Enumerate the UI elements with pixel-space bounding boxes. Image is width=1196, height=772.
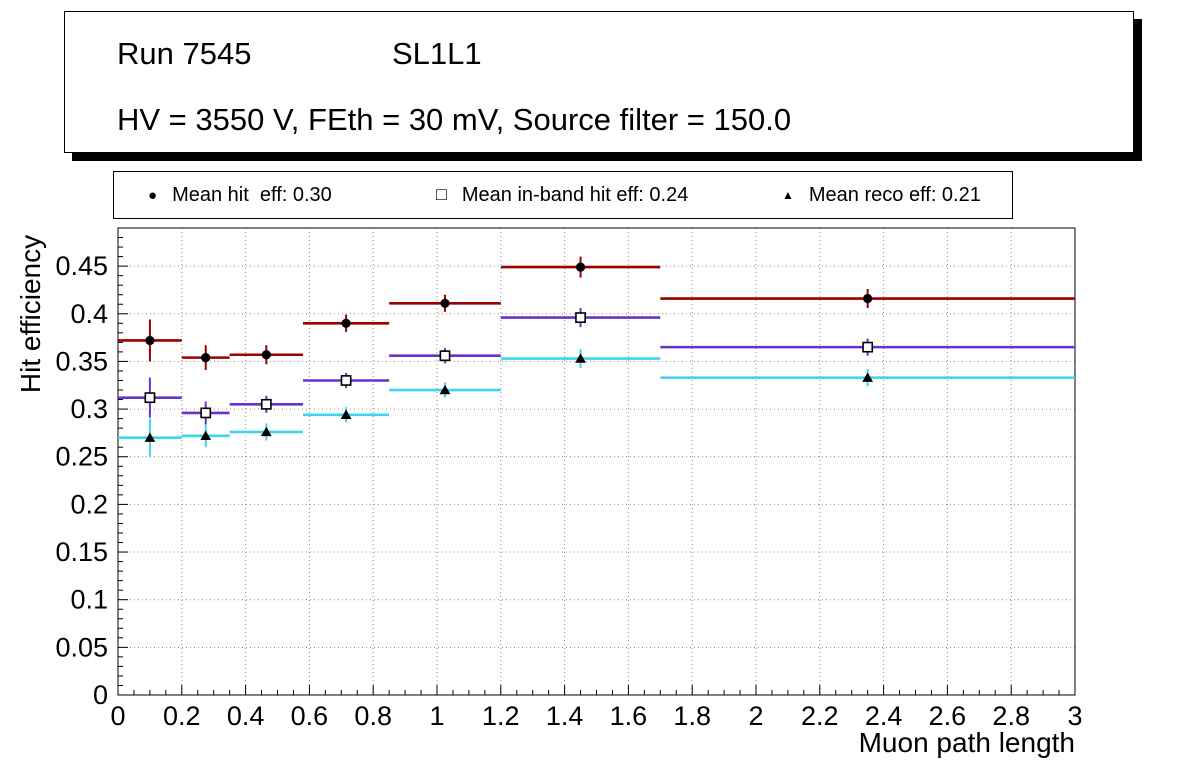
svg-text:0.2: 0.2 bbox=[163, 701, 201, 731]
filled-circle-marker-icon: ● bbox=[148, 186, 158, 204]
legend-item-label: Mean reco eff: 0.21 bbox=[808, 183, 981, 206]
svg-text:0.05: 0.05 bbox=[55, 632, 108, 662]
legend-item-label: Mean hit eff: 0.30 bbox=[172, 183, 332, 206]
svg-text:0.15: 0.15 bbox=[55, 537, 108, 567]
svg-text:0.4: 0.4 bbox=[227, 701, 265, 731]
legend: ● Mean hit eff: 0.30 □ Mean in-band hit … bbox=[113, 171, 1013, 219]
svg-text:1.4: 1.4 bbox=[546, 701, 584, 731]
svg-text:1: 1 bbox=[429, 701, 444, 731]
svg-text:1.2: 1.2 bbox=[482, 701, 520, 731]
svg-text:0.4: 0.4 bbox=[70, 299, 108, 329]
svg-text:0.35: 0.35 bbox=[55, 346, 108, 376]
svg-text:2.8: 2.8 bbox=[992, 701, 1030, 731]
x-axis: 0 0.2 0.4 0.6 0.8 1 1.2 1.4 1.6 1.8 2 2.2 2.4 2.6 2.8 3… bbox=[110, 685, 1083, 758]
svg-text:0.3: 0.3 bbox=[70, 394, 108, 424]
run-label: Run 7545 bbox=[117, 36, 252, 71]
svg-text:0.6: 0.6 bbox=[291, 701, 329, 731]
legend-item-inband-hit-eff: □ Mean in-band hit eff: 0.24 bbox=[436, 172, 688, 218]
svg-text:0.8: 0.8 bbox=[354, 701, 392, 731]
open-square-marker-icon: □ bbox=[436, 184, 447, 204]
y-axis: 0 0.05 0.1 0.15 0.2 0.25 0.3 0.35 0.4 0.45 Hit eff… bbox=[15, 235, 128, 710]
svg-text:2.4: 2.4 bbox=[865, 701, 903, 731]
legend-item-label: Mean in-band hit eff: 0.24 bbox=[461, 183, 689, 206]
svg-text:3: 3 bbox=[1067, 701, 1082, 731]
title-pave: Run 7545 SL1L1 HV = 3550 V, FEth = 30 mV… bbox=[64, 11, 1134, 153]
svg-text:2.6: 2.6 bbox=[929, 701, 967, 731]
legend-item-reco-eff: ▲ Mean reco eff: 0.21 bbox=[782, 172, 981, 218]
series-mean-hit-eff bbox=[118, 256, 1075, 371]
conditions-label: HV = 3550 V, FEth = 30 mV, Source filter… bbox=[117, 102, 792, 137]
svg-text:1.6: 1.6 bbox=[610, 701, 648, 731]
svg-text:0: 0 bbox=[110, 701, 125, 731]
svg-text:0.45: 0.45 bbox=[55, 251, 108, 281]
svg-text:1.8: 1.8 bbox=[673, 701, 711, 731]
series-mean-in-band-hit-eff bbox=[118, 308, 1075, 425]
legend-item-mean-hit-eff: ● Mean hit eff: 0.30 bbox=[148, 172, 332, 218]
svg-text:0.2: 0.2 bbox=[70, 489, 108, 519]
svg-text:2.2: 2.2 bbox=[801, 701, 839, 731]
svg-text:0.1: 0.1 bbox=[70, 585, 108, 615]
svg-text:0.25: 0.25 bbox=[55, 442, 108, 472]
svg-text:2: 2 bbox=[748, 701, 763, 731]
svg-text:Muon path length: Muon path length bbox=[859, 727, 1075, 758]
board-label: SL1L1 bbox=[392, 36, 482, 71]
series-mean-reco-eff bbox=[118, 349, 1075, 457]
svg-text:Hit efficiency: Hit efficiency bbox=[15, 235, 46, 393]
svg-text:0: 0 bbox=[93, 680, 108, 710]
filled-triangle-marker-icon: ▲ bbox=[782, 188, 794, 202]
